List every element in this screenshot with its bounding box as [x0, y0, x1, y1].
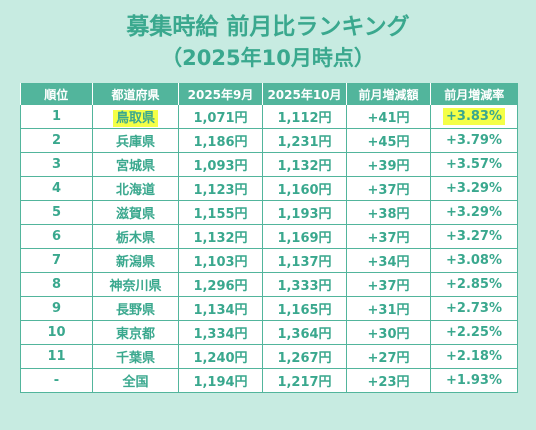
rank-cell: 9 — [20, 296, 93, 321]
table-row: 6 栃木県 1,132円 1,169円 +37円 +3.27% — [20, 224, 518, 249]
change-rate-cell: +2.18% — [430, 344, 518, 369]
oct-wage-cell: 1,165円 — [262, 296, 347, 321]
change-rate-cell: +2.85% — [430, 272, 518, 297]
oct-wage-cell: 1,132円 — [262, 152, 347, 177]
rank-cell: 11 — [20, 344, 93, 369]
sep-wage-cell: 1,240円 — [178, 344, 263, 369]
rank-cell: 4 — [20, 176, 93, 201]
table-row: 9 長野県 1,134円 1,165円 +31円 +2.73% — [20, 296, 518, 321]
change-amount-cell: +37円 — [346, 176, 431, 201]
prefecture-cell: 兵庫県 — [92, 128, 179, 153]
highlighted-value: +3.83% — [443, 108, 505, 125]
oct-wage-cell: 1,231円 — [262, 128, 347, 153]
rank-cell: - — [20, 368, 93, 393]
table-row: 2 兵庫県 1,186円 1,231円 +45円 +3.79% — [20, 128, 518, 153]
oct-wage-cell: 1,217円 — [262, 368, 347, 393]
change-amount-cell: +39円 — [346, 152, 431, 177]
prefecture-cell: 全国 — [92, 368, 179, 393]
change-rate-cell: +2.73% — [430, 296, 518, 321]
oct-wage-cell: 1,364円 — [262, 320, 347, 345]
prefecture-cell: 滋賀県 — [92, 200, 179, 225]
table-row: 1 鳥取県 1,071円 1,112円 +41円 +3.83% — [20, 105, 518, 129]
change-rate-cell: +2.25% — [430, 320, 518, 345]
change-amount-cell: +23円 — [346, 368, 431, 393]
change-amount-cell: +30円 — [346, 320, 431, 345]
oct-wage-cell: 1,160円 — [262, 176, 347, 201]
header-rank: 順位 — [20, 83, 93, 105]
rank-cell: 2 — [20, 128, 93, 153]
prefecture-cell: 鳥取県 — [92, 105, 179, 129]
change-rate-cell: +3.83% — [430, 105, 518, 129]
change-rate-cell: +1.93% — [430, 368, 518, 393]
header-sep-2025: 2025年9月 — [178, 83, 263, 105]
rank-cell: 10 — [20, 320, 93, 345]
table-row: 5 滋賀県 1,155円 1,193円 +38円 +3.29% — [20, 200, 518, 225]
prefecture-cell: 新潟県 — [92, 248, 179, 273]
oct-wage-cell: 1,137円 — [262, 248, 347, 273]
ranking-table: 順位 都道府県 2025年9月 2025年10月 前月増減額 前月増減率 1 鳥取… — [20, 83, 518, 393]
sep-wage-cell: 1,186円 — [178, 128, 263, 153]
table-row: 10 東京都 1,334円 1,364円 +30円 +2.25% — [20, 320, 518, 345]
sep-wage-cell: 1,134円 — [178, 296, 263, 321]
rank-cell: 6 — [20, 224, 93, 249]
table-row: 11 千葉県 1,240円 1,267円 +27円 +2.18% — [20, 344, 518, 369]
oct-wage-cell: 1,333円 — [262, 272, 347, 297]
table-row: 3 宮城県 1,093円 1,132円 +39円 +3.57% — [20, 152, 518, 177]
change-amount-cell: +45円 — [346, 128, 431, 153]
oct-wage-cell: 1,193円 — [262, 200, 347, 225]
sep-wage-cell: 1,123円 — [178, 176, 263, 201]
change-amount-cell: +27円 — [346, 344, 431, 369]
change-amount-cell: +37円 — [346, 272, 431, 297]
prefecture-cell: 長野県 — [92, 296, 179, 321]
oct-wage-cell: 1,267円 — [262, 344, 347, 369]
change-amount-cell: +31円 — [346, 296, 431, 321]
prefecture-cell: 北海道 — [92, 176, 179, 201]
sep-wage-cell: 1,296円 — [178, 272, 263, 297]
change-rate-cell: +3.29% — [430, 176, 518, 201]
change-amount-cell: +37円 — [346, 224, 431, 249]
prefecture-cell: 栃木県 — [92, 224, 179, 249]
rank-cell: 5 — [20, 200, 93, 225]
change-rate-cell: +3.08% — [430, 248, 518, 273]
oct-wage-cell: 1,169円 — [262, 224, 347, 249]
table-row: 7 新潟県 1,103円 1,137円 +34円 +3.08% — [20, 248, 518, 273]
change-rate-cell: +3.29% — [430, 200, 518, 225]
change-rate-cell: +3.79% — [430, 128, 518, 153]
prefecture-cell: 神奈川県 — [92, 272, 179, 297]
rank-cell: 3 — [20, 152, 93, 177]
rank-cell: 1 — [20, 105, 93, 129]
change-rate-cell: +3.57% — [430, 152, 518, 177]
change-amount-cell: +34円 — [346, 248, 431, 273]
change-amount-cell: +41円 — [346, 105, 431, 129]
header-oct-2025: 2025年10月 — [262, 83, 347, 105]
table-row: 4 北海道 1,123円 1,160円 +37円 +3.29% — [20, 176, 518, 201]
header-change-rate: 前月増減率 — [430, 83, 518, 105]
rank-cell: 8 — [20, 272, 93, 297]
page-subtitle: （2025年10月時点） — [161, 46, 375, 70]
prefecture-cell: 宮城県 — [92, 152, 179, 177]
page-title: 募集時給 前月比ランキング — [126, 14, 410, 40]
header-prefecture: 都道府県 — [92, 83, 179, 105]
prefecture-cell: 東京都 — [92, 320, 179, 345]
highlighted-value: 鳥取県 — [112, 110, 158, 127]
change-amount-cell: +38円 — [346, 200, 431, 225]
table-body: 1 鳥取県 1,071円 1,112円 +41円 +3.83% 2 兵庫県 1,186円 1,23… — [20, 105, 518, 393]
header-change-amount: 前月増減額 — [346, 83, 431, 105]
change-rate-cell: +3.27% — [430, 224, 518, 249]
rank-cell: 7 — [20, 248, 93, 273]
table-header-row: 順位 都道府県 2025年9月 2025年10月 前月増減額 前月増減率 — [20, 83, 518, 105]
sep-wage-cell: 1,103円 — [178, 248, 263, 273]
sep-wage-cell: 1,071円 — [178, 105, 263, 129]
sep-wage-cell: 1,334円 — [178, 320, 263, 345]
table-row: 8 神奈川県 1,296円 1,333円 +37円 +2.85% — [20, 272, 518, 297]
sep-wage-cell: 1,093円 — [178, 152, 263, 177]
sep-wage-cell: 1,155円 — [178, 200, 263, 225]
prefecture-cell: 千葉県 — [92, 344, 179, 369]
sep-wage-cell: 1,194円 — [178, 368, 263, 393]
table-row: - 全国 1,194円 1,217円 +23円 +1.93% — [20, 368, 518, 393]
oct-wage-cell: 1,112円 — [262, 105, 347, 129]
sep-wage-cell: 1,132円 — [178, 224, 263, 249]
